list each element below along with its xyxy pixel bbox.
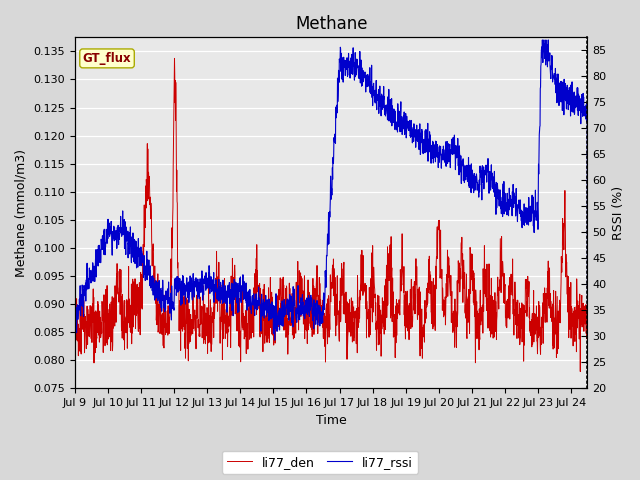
- Line: li77_den: li77_den: [75, 59, 588, 372]
- Y-axis label: Methane (mmol/m3): Methane (mmol/m3): [15, 149, 28, 277]
- li77_rssi: [321, 307, 328, 312]
- X-axis label: Time: Time: [316, 414, 347, 427]
- li77_den: [71, 317, 79, 323]
- li77_rssi: [569, 97, 577, 103]
- li77_rssi: [271, 337, 278, 343]
- li77_rssi: [584, 322, 591, 327]
- Y-axis label: RSSI (%): RSSI (%): [612, 186, 625, 240]
- Title: Methane: Methane: [295, 15, 367, 33]
- Legend: li77_den, li77_rssi: li77_den, li77_rssi: [222, 451, 418, 474]
- Text: GT_flux: GT_flux: [83, 52, 131, 65]
- li77_den: [307, 308, 315, 314]
- Line: li77_rssi: li77_rssi: [75, 40, 588, 340]
- li77_den: [569, 319, 577, 325]
- li77_den: [97, 330, 105, 336]
- li77_den: [321, 311, 328, 316]
- li77_den: [584, 325, 591, 331]
- li77_rssi: [307, 292, 315, 298]
- li77_den: [577, 369, 584, 374]
- li77_rssi: [569, 109, 577, 115]
- li77_den: [171, 56, 179, 61]
- li77_rssi: [538, 37, 546, 43]
- li77_rssi: [475, 194, 483, 200]
- li77_rssi: [97, 236, 105, 242]
- li77_den: [475, 315, 483, 321]
- li77_rssi: [71, 319, 79, 325]
- li77_den: [569, 313, 577, 319]
